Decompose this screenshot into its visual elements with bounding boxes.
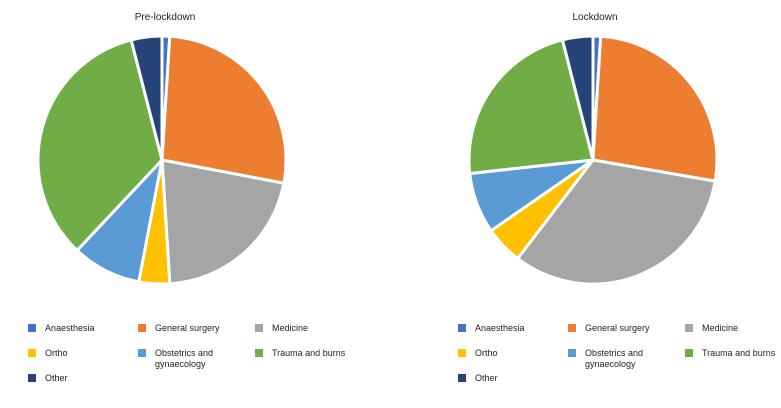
legend-swatch (28, 349, 36, 357)
legend-swatch (568, 349, 576, 357)
legend-label: Anaesthesia (45, 323, 95, 333)
legend-label: Medicine (702, 323, 739, 333)
legend-item-ortho: Ortho (458, 348, 561, 359)
legend-label: Anaesthesia (475, 323, 525, 333)
pie-slice-medicine (516, 158, 717, 286)
legend-label: Medicine (272, 323, 309, 333)
legend-item-obstetrics-and-gynaecology: Obstetrics and gynaecology (568, 348, 671, 370)
pie-slice-general-surgery (591, 34, 719, 183)
legend-label: Ortho (475, 348, 498, 358)
legend-label: Ortho (45, 348, 68, 358)
legend-item-general-surgery: General surgery (568, 323, 671, 334)
legend-swatch (458, 374, 466, 382)
legend-swatch (568, 324, 576, 332)
legend-swatch (458, 324, 466, 332)
pie-slice-other (129, 34, 164, 162)
legend-label: Trauma and burns (272, 348, 346, 358)
pie-slice-other (560, 34, 595, 162)
legend-item-ortho: Ortho (28, 348, 131, 359)
legend-item-obstetrics-and-gynaecology: Obstetrics and gynaecology (138, 348, 241, 370)
pie-slice-medicine (160, 158, 286, 286)
legend-item-medicine: Medicine (255, 323, 358, 334)
legend-label: Obstetrics and gynaecology (585, 348, 644, 369)
legend-item-trauma-and-burns: Trauma and burns (685, 348, 781, 359)
pie-slice-trauma-and-burns (36, 38, 164, 252)
legend-label: Other (45, 373, 68, 383)
chart-title: Lockdown (572, 12, 618, 23)
legend-swatch (685, 349, 693, 357)
chart-panel-pre-lockdown: Pre-lockdown Anaesthesia General surgery M… (0, 0, 390, 408)
legend-item-medicine: Medicine (685, 323, 781, 334)
legend-swatch (685, 324, 693, 332)
legend-label: General surgery (585, 323, 650, 333)
legend-label: General surgery (155, 323, 220, 333)
legend-item-other: Other (458, 373, 561, 384)
legend-item-anaesthesia: Anaesthesia (458, 323, 561, 334)
legend-label: Obstetrics and gynaecology (155, 348, 214, 369)
legend-swatch (28, 374, 36, 382)
legend-item-other: Other (28, 373, 131, 384)
legend-item-anaesthesia: Anaesthesia (28, 323, 131, 334)
pie-slice-trauma-and-burns (467, 38, 595, 175)
legend-item-general-surgery: General surgery (138, 323, 241, 334)
legend-swatch (138, 349, 146, 357)
legend-swatch (255, 324, 263, 332)
legend-swatch (28, 324, 36, 332)
chart-panel-lockdown: Lockdown Anaesthesia General surgery Medic… (430, 0, 781, 408)
legend-label: Other (475, 373, 498, 383)
chart-title: Pre-lockdown (134, 12, 196, 23)
pie-chart-pre-lockdown (36, 34, 288, 286)
legend-item-trauma-and-burns: Trauma and burns (255, 348, 358, 359)
legend-swatch (458, 349, 466, 357)
pie-slice-general-surgery (160, 34, 288, 185)
legend-label: Trauma and burns (702, 348, 776, 358)
pie-chart-lockdown (467, 34, 719, 286)
legend-swatch (138, 324, 146, 332)
legend-swatch (255, 349, 263, 357)
